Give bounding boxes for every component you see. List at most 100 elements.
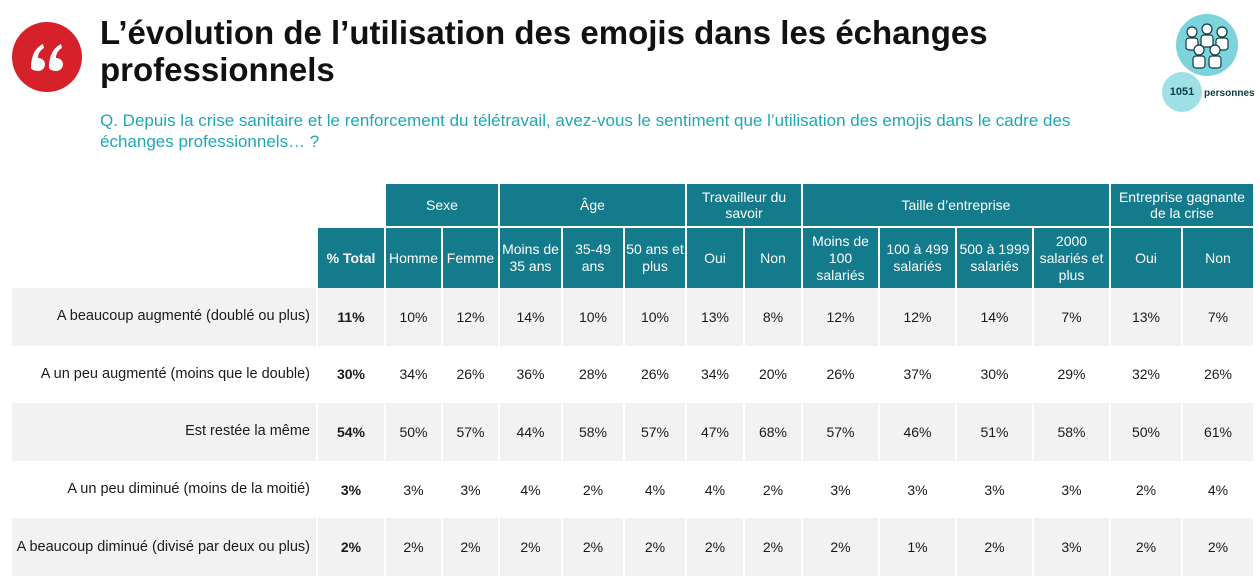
table-cell: 2%	[625, 518, 685, 576]
column-header: Oui	[1111, 228, 1181, 288]
total-value: 54%	[318, 403, 384, 461]
table-cell: 61%	[1183, 403, 1253, 461]
table-cell: 50%	[386, 403, 441, 461]
table-cell: 26%	[456, 366, 485, 383]
sample-count: 1051	[1162, 72, 1202, 112]
table-cell: 3%	[460, 481, 481, 498]
table-cell: 26%	[826, 366, 855, 383]
table-cell: 14%	[957, 288, 1032, 346]
total-value: 2%	[318, 518, 384, 576]
table-cell: 2%	[687, 518, 743, 576]
table-cell: 28%	[578, 366, 608, 383]
table-cell: 4%	[520, 481, 541, 498]
group-header: Taille d’entreprise	[803, 184, 1109, 228]
table-cell: 2%	[386, 518, 441, 576]
table-cell: 1%	[880, 518, 955, 576]
table-cell: 12%	[803, 288, 878, 346]
table-cell: 46%	[880, 403, 955, 461]
table-cell: 3%	[1034, 518, 1109, 576]
table-cell: 3%	[984, 481, 1005, 498]
table-cell: 4%	[644, 481, 666, 498]
sample-label: personnes	[1204, 88, 1255, 99]
table-cell: 4%	[1207, 481, 1229, 498]
table-row: Est restée la même 54% 50% 57% 44% 58% 57% 47% 6…	[12, 403, 1253, 461]
table-cell: 13%	[687, 288, 743, 346]
table-cell: 57%	[625, 403, 685, 461]
row-label: Est restée la même	[12, 403, 316, 461]
table-cell: 2%	[1135, 481, 1157, 498]
group-header: Entreprise gagnante de la crise	[1111, 184, 1253, 228]
table-cell: 51%	[957, 403, 1032, 461]
table-row: A beaucoup diminué (divisé par deux ou p…	[12, 518, 1253, 576]
table-cell: 50%	[1111, 403, 1181, 461]
table-cell: 7%	[1034, 288, 1109, 346]
table-cell: 29%	[1057, 366, 1086, 383]
row-label: A beaucoup diminué (divisé par deux ou p…	[12, 518, 316, 576]
table-cell: 68%	[745, 403, 801, 461]
table-row: A un peu augmenté (moins que le double) 3…	[12, 346, 1253, 404]
table-cell: 32%	[1131, 366, 1161, 383]
table-cell: 20%	[758, 366, 788, 383]
column-header: 50 ans et plus	[625, 228, 685, 288]
row-label-header	[12, 228, 316, 288]
table-cell: 44%	[500, 403, 561, 461]
people-group-icon	[1176, 14, 1238, 76]
total-value: 11%	[318, 288, 384, 346]
table-cell: 26%	[640, 366, 670, 383]
column-header: Femme	[443, 228, 498, 288]
column-header: Non	[1183, 228, 1253, 288]
table-cell: 2%	[582, 481, 604, 498]
column-header: Homme	[386, 228, 441, 288]
table-cell: 10%	[625, 288, 685, 346]
table-cell: 36%	[516, 366, 545, 383]
total-value: 3%	[340, 481, 362, 498]
table-cell: 30%	[980, 366, 1009, 383]
column-header: Moins de 35 ans	[500, 228, 561, 288]
table-cell: 12%	[880, 288, 955, 346]
table-cell: 58%	[1034, 403, 1109, 461]
table-cell: 47%	[687, 403, 743, 461]
table-cell: 4%	[704, 481, 726, 498]
table-cell: 2%	[745, 518, 801, 576]
table-cell: 2%	[500, 518, 561, 576]
column-header: Oui	[687, 228, 743, 288]
table-cell: 14%	[500, 288, 561, 346]
column-header: Moins de 100 salariés	[803, 228, 878, 288]
total-value: 30%	[336, 366, 366, 383]
header-spacer	[12, 184, 384, 228]
sample-size-badge: 1051 personnes	[1160, 12, 1258, 112]
column-header: 100 à 499 salariés	[880, 228, 955, 288]
page-title: L’évolution de l’utilisation des emojis …	[100, 14, 988, 88]
quote-badge	[12, 22, 82, 92]
table-cell: 34%	[399, 366, 428, 383]
row-label: A un peu augmenté (moins que le double)	[40, 365, 310, 382]
table-cell: 10%	[563, 288, 623, 346]
group-header: Âge	[500, 184, 685, 228]
table-cell: 3%	[830, 481, 851, 498]
table-cell: 2%	[563, 518, 623, 576]
group-header: Sexe	[386, 184, 498, 228]
table-cell: 2%	[1111, 518, 1181, 576]
table-cell: 12%	[443, 288, 498, 346]
survey-question: Q. Depuis la crise sanitaire et le renfo…	[100, 111, 1071, 151]
table-cell: 3%	[907, 481, 928, 498]
table-cell: 3%	[1061, 481, 1082, 498]
table-cell: 3%	[403, 481, 424, 498]
column-header: 500 à 1999 salariés	[957, 228, 1032, 288]
table-cell: 2%	[443, 518, 498, 576]
row-label: A beaucoup augmenté (doublé ou plus)	[12, 288, 316, 346]
table-cell: 2%	[803, 518, 878, 576]
results-table: Sexe Âge Travailleur du savoir Taille d’ent…	[10, 184, 1255, 576]
table-cell: 7%	[1183, 288, 1253, 346]
table-cell: 2%	[957, 518, 1032, 576]
table-cell: 37%	[903, 366, 932, 383]
table-cell: 34%	[700, 366, 730, 383]
table-cell: 2%	[762, 481, 784, 498]
column-header: Non	[745, 228, 801, 288]
column-header: 35-49 ans	[563, 228, 623, 288]
total-header: % Total	[318, 228, 384, 288]
table-cell: 2%	[1183, 518, 1253, 576]
table-cell: 8%	[745, 288, 801, 346]
row-label: A un peu diminué (moins de la moitié)	[67, 481, 310, 498]
table-cell: 13%	[1111, 288, 1181, 346]
